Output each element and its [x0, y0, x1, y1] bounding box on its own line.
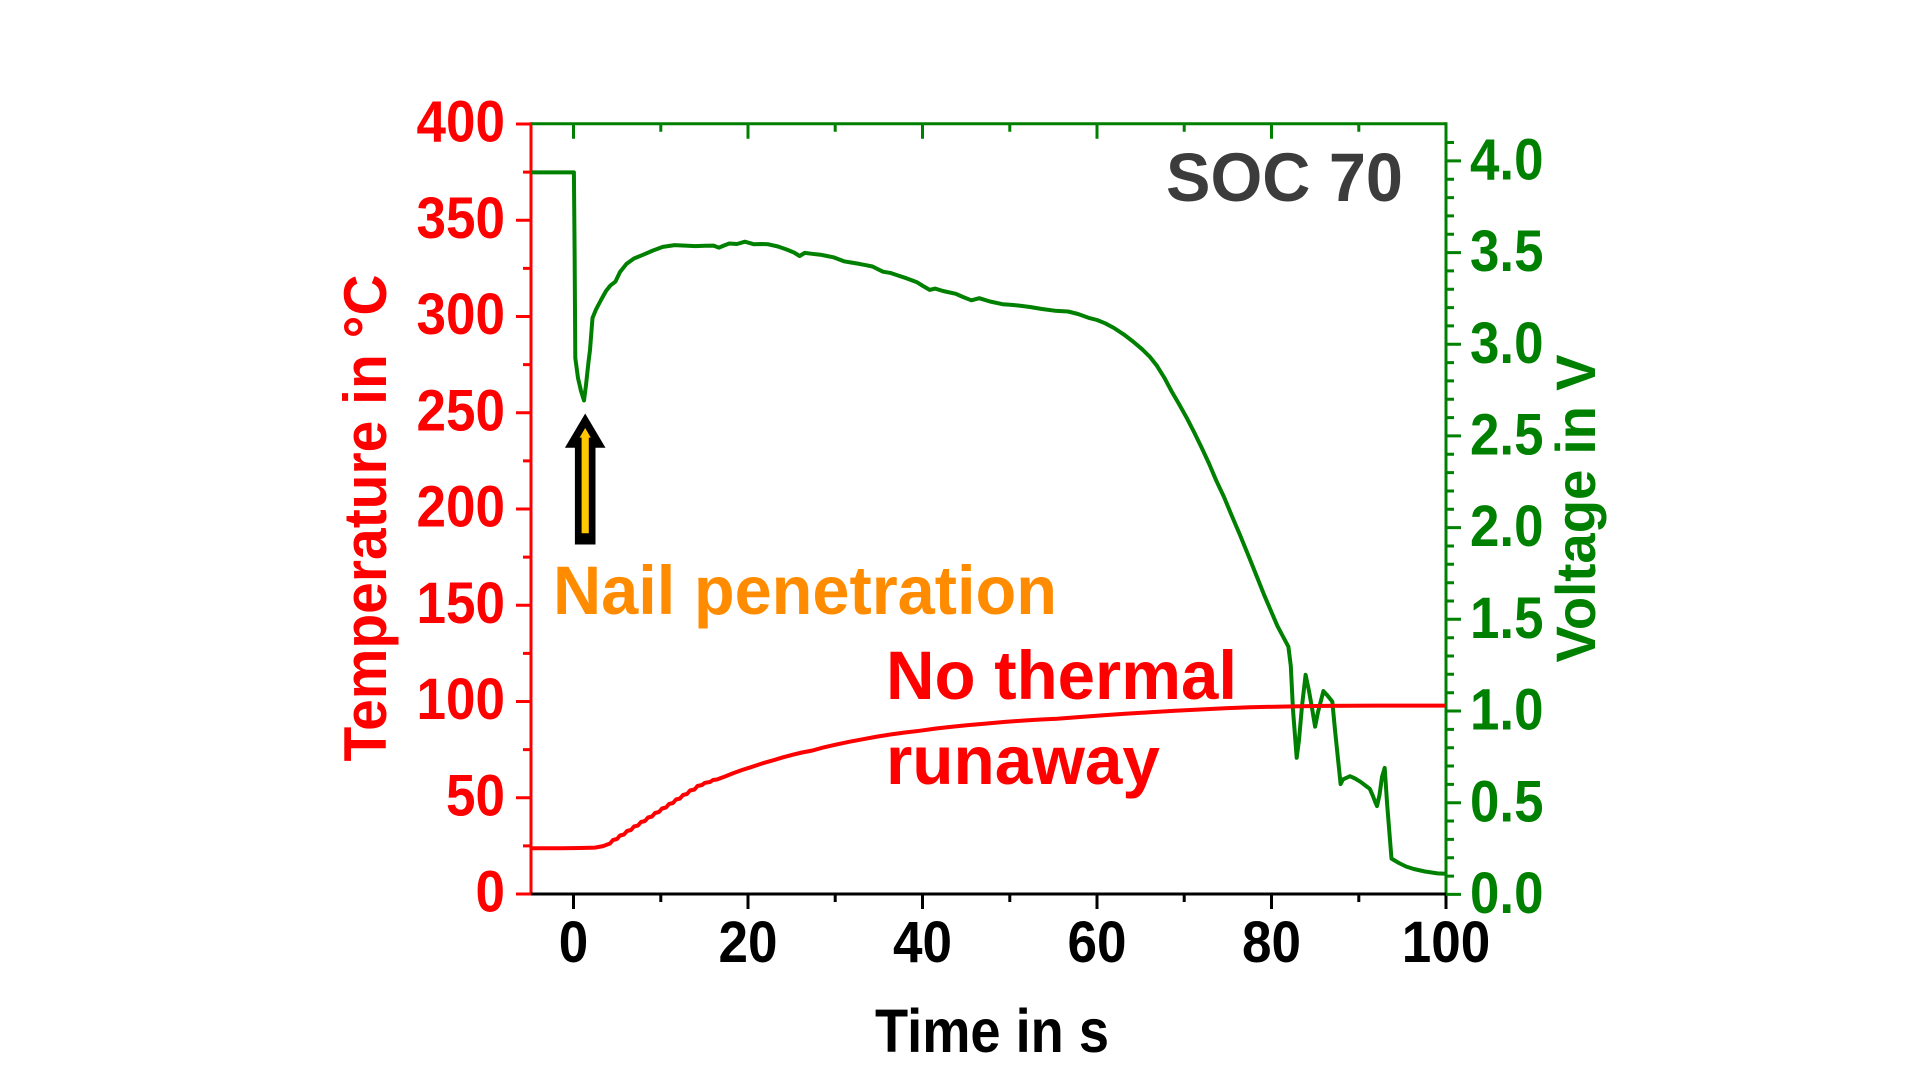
svg-text:60: 60 [1068, 910, 1127, 975]
svg-text:400: 400 [417, 90, 506, 155]
svg-text:SOC 70: SOC 70 [1166, 139, 1403, 216]
svg-text:100: 100 [1402, 910, 1491, 975]
svg-text:0: 0 [559, 910, 589, 975]
svg-text:Nail penetration: Nail penetration [553, 552, 1057, 629]
svg-text:20: 20 [719, 910, 778, 975]
svg-text:350: 350 [417, 186, 506, 251]
svg-text:No thermal: No thermal [886, 637, 1237, 714]
svg-text:80: 80 [1242, 910, 1301, 975]
svg-text:50: 50 [446, 763, 505, 828]
svg-text:300: 300 [417, 282, 506, 347]
svg-text:1.0: 1.0 [1470, 678, 1544, 743]
svg-text:runaway: runaway [886, 722, 1160, 799]
svg-text:3.5: 3.5 [1470, 219, 1544, 284]
svg-text:Temperature in °C: Temperature in °C [332, 275, 399, 762]
svg-text:2.0: 2.0 [1470, 494, 1544, 559]
svg-text:4.0: 4.0 [1470, 127, 1544, 192]
svg-text:200: 200 [417, 475, 506, 540]
svg-text:0: 0 [476, 860, 506, 925]
svg-text:40: 40 [893, 910, 952, 975]
svg-text:250: 250 [417, 378, 506, 443]
svg-text:Voltage in V: Voltage in V [1544, 355, 1607, 663]
svg-text:3.0: 3.0 [1470, 311, 1544, 376]
svg-text:0.5: 0.5 [1470, 769, 1544, 834]
svg-text:0.0: 0.0 [1470, 861, 1544, 926]
svg-text:150: 150 [417, 571, 506, 636]
svg-text:100: 100 [417, 667, 506, 732]
svg-text:Time in s: Time in s [875, 997, 1109, 1065]
svg-text:2.5: 2.5 [1470, 402, 1544, 467]
svg-text:1.5: 1.5 [1470, 586, 1544, 651]
